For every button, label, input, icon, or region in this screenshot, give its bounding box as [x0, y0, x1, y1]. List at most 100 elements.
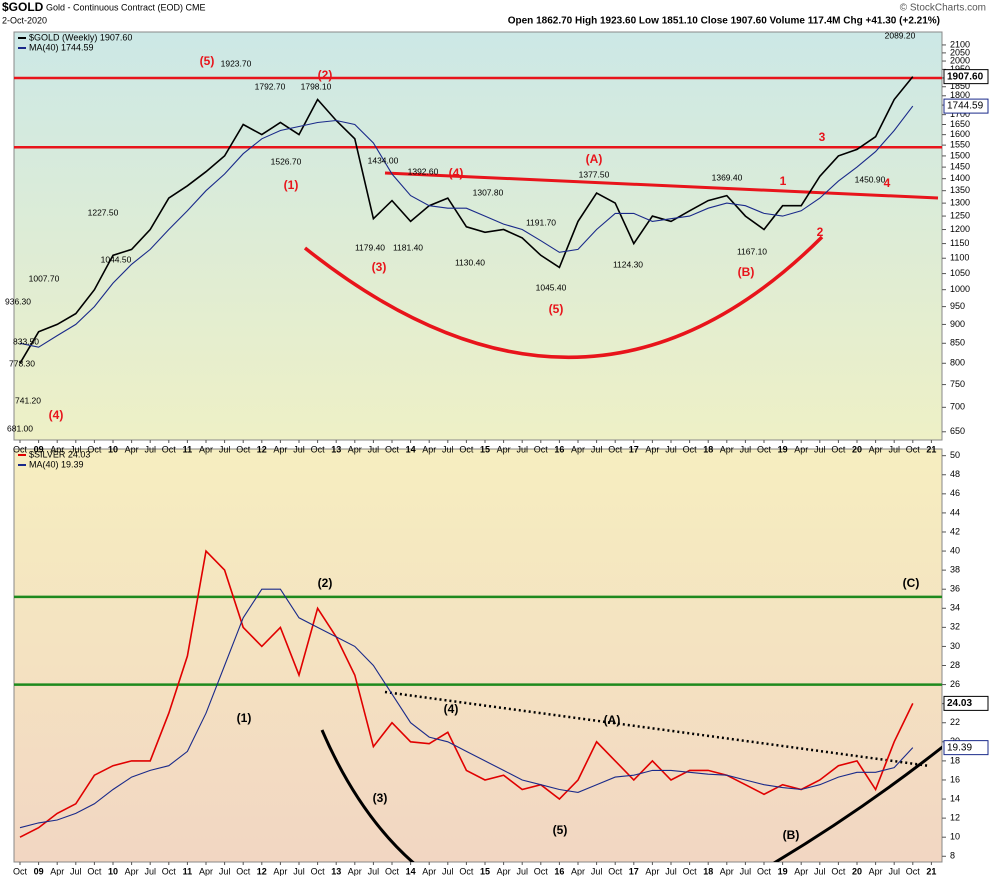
x-tick-label: Oct: [162, 866, 177, 876]
y-tick-label: 1450: [950, 161, 970, 171]
x-tick-label: 16: [554, 866, 564, 876]
annotation: 1124.30: [613, 259, 643, 269]
y-tick-label: 1400: [950, 173, 970, 183]
x-tick-label: 18: [703, 444, 713, 454]
annotation: 1377.50: [579, 169, 610, 179]
y-tick-label: 1250: [950, 210, 970, 220]
x-tick-label: Jul: [442, 866, 454, 876]
x-tick-label: Oct: [385, 444, 400, 454]
annotation: 1792.70: [255, 81, 286, 91]
x-tick-label: 12: [257, 444, 267, 454]
x-tick-label: 13: [331, 444, 341, 454]
annotation: 1130.40: [455, 257, 485, 267]
y-tick-label: 750: [950, 379, 965, 389]
x-tick-label: Oct: [87, 866, 102, 876]
y-tick-label: 12: [950, 812, 960, 822]
legend-label: $SILVER 24.03: [29, 449, 90, 459]
y-tick-label: 2000: [950, 55, 970, 65]
y-tick-label: 850: [950, 338, 965, 348]
y-tick-label: 800: [950, 358, 965, 368]
series-line: [19, 105, 914, 348]
x-tick-label: Jul: [442, 444, 454, 454]
trend-line: [384, 690, 931, 768]
annotation: (5): [549, 302, 564, 316]
x-tick-label: Jul: [70, 866, 82, 876]
x-tick-label: Apr: [720, 866, 734, 876]
plot: [14, 549, 942, 838]
price-tag: [943, 740, 989, 756]
y-tick-label: 1300: [950, 198, 970, 208]
annotation: (1): [237, 711, 252, 725]
x-tick-label: Oct: [236, 444, 251, 454]
series-line: [19, 76, 914, 364]
annotation: 1526.70: [271, 156, 302, 166]
x-tick-label: Oct: [608, 866, 623, 876]
x-tick-label: Oct: [13, 866, 28, 876]
x-tick-label: Apr: [497, 444, 511, 454]
y-tick-label: 30: [950, 641, 960, 651]
annotation: 1: [780, 174, 787, 188]
y-tick-label: 50: [950, 450, 960, 460]
annotation: 1798.10: [301, 81, 332, 91]
x-tick-label: Oct: [683, 866, 698, 876]
x-tick-label: Jul: [814, 444, 826, 454]
y-tick-label: 1000: [950, 284, 970, 294]
price-tag-label: 19.39: [947, 742, 972, 753]
x-tick-label: 19: [778, 866, 788, 876]
y-tick-label: 1650: [950, 119, 970, 129]
arc: [772, 745, 942, 862]
annotation: 2089.20: [885, 30, 916, 40]
annotation: (C): [903, 576, 920, 590]
x-tick-label: Oct: [311, 444, 326, 454]
x-tick-label: Oct: [757, 444, 772, 454]
y-tick-label: 1150: [950, 238, 969, 248]
annotation: (4): [449, 166, 464, 180]
annotation: 1181.40: [393, 242, 423, 252]
x-tick-label: 11: [183, 444, 193, 454]
x-tick-label: Oct: [683, 444, 698, 454]
y-tick-label: 1950: [950, 64, 970, 74]
price-tag-label: 1907.60: [947, 71, 984, 82]
x-tick-label: 17: [629, 444, 639, 454]
x-tick-label: Jul: [591, 866, 603, 876]
x-tick-label: Apr: [125, 444, 139, 454]
x-tick-label: Jul: [219, 866, 231, 876]
gold-panel: [13, 31, 943, 441]
annotation: 1369.40: [712, 172, 743, 182]
x-tick-label: Oct: [385, 866, 400, 876]
x-tick-label: Oct: [236, 866, 251, 876]
x-tick-label: Apr: [869, 444, 883, 454]
x-tick-label: Jul: [591, 444, 603, 454]
price-tag-label: 1744.59: [947, 101, 984, 112]
annotation: 833.50: [13, 336, 39, 346]
y-tick-label: 1850: [950, 81, 970, 91]
x-tick-label: Apr: [571, 444, 585, 454]
x-tick-label: 15: [480, 444, 490, 454]
y-tick-label: 8: [950, 851, 955, 861]
x-tick-label: Oct: [13, 444, 28, 454]
x-tick-label: 20: [852, 444, 862, 454]
arc: [303, 235, 824, 359]
x-tick-label: 20: [852, 866, 862, 876]
y-tick-label: 1700: [950, 109, 970, 119]
y-tick-label: 10: [950, 832, 960, 842]
y-tick-label: 26: [950, 679, 960, 689]
x-tick-label: Oct: [534, 866, 549, 876]
annotation: (3): [373, 791, 388, 805]
x-tick-label: 21: [926, 866, 936, 876]
annotation: (B): [738, 265, 755, 279]
price-tag: [943, 69, 989, 85]
x-tick-label: Apr: [125, 866, 139, 876]
silver-panel: [13, 448, 943, 863]
y-tick-label: 2050: [950, 47, 970, 57]
y-tick-label: 1100: [950, 253, 969, 263]
x-tick-label: Apr: [348, 866, 362, 876]
y-tick-label: 1050: [950, 268, 970, 278]
x-tick-label: Oct: [831, 444, 846, 454]
annotation: 778.30: [9, 358, 35, 368]
plot: [14, 76, 942, 364]
x-tick-label: Apr: [645, 444, 659, 454]
x-tick-label: Apr: [869, 866, 883, 876]
